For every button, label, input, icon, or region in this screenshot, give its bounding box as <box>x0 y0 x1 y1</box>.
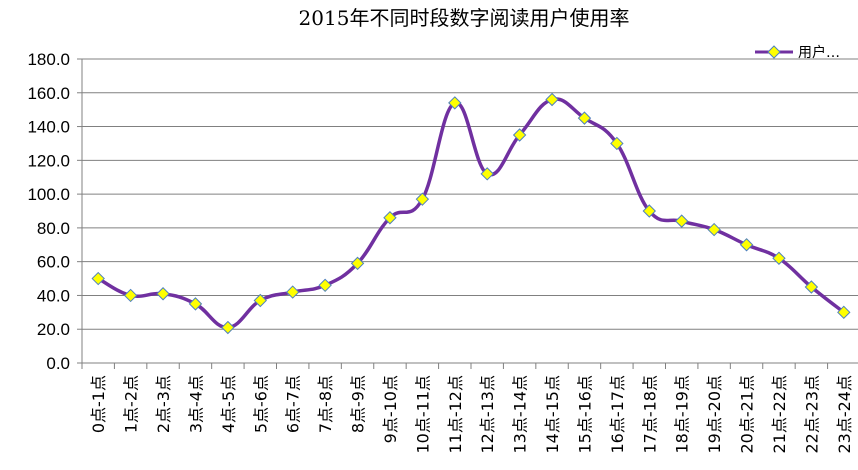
data-point-marker <box>837 305 851 320</box>
x-tick-label: 10点-11点 <box>413 375 432 454</box>
x-tick-label: 12点-13点 <box>478 375 497 454</box>
data-point-marker <box>804 280 819 294</box>
x-tick-label: 22点-23点 <box>802 375 821 454</box>
data-point-marker <box>545 92 559 107</box>
data-point-marker <box>156 287 170 301</box>
y-tick-label: 100.0 <box>27 185 70 204</box>
data-point-marker <box>577 111 592 125</box>
x-tick-label: 15点-16点 <box>575 375 594 454</box>
x-tick-label: 1点-2点 <box>122 375 141 433</box>
data-point-marker <box>772 251 786 265</box>
y-tick-label: 120.0 <box>27 151 70 170</box>
data-point-marker <box>480 167 494 181</box>
data-point-marker <box>675 214 689 228</box>
data-point-marker <box>383 211 397 225</box>
data-point-marker <box>739 238 754 252</box>
legend: 用户… <box>755 44 840 61</box>
data-point-marker <box>123 288 138 303</box>
x-tick-label: 20点-21点 <box>738 375 757 454</box>
data-point-marker <box>707 222 721 237</box>
legend-marker <box>767 45 781 59</box>
x-tick-label: 4点-5点 <box>219 375 238 433</box>
data-point-marker <box>610 136 624 151</box>
x-tick-label: 7点-8点 <box>316 375 335 433</box>
y-axis-ticks: 0.0 20.0 40.0 60.0 80.0 100.0 120.0 140.0 160.0 1… <box>27 50 70 373</box>
x-tick-label: 3点-4点 <box>186 375 205 433</box>
x-tick-label: 19点-20点 <box>705 375 724 454</box>
chart-title: 2015年不同时段数字阅读用户使用率 <box>299 6 630 30</box>
y-tick-label: 20.0 <box>37 320 70 339</box>
x-tick-label: 13点-14点 <box>511 375 530 454</box>
x-tick-label: 14点-15点 <box>543 375 562 454</box>
x-tick-label: 16点-17点 <box>608 375 627 454</box>
y-tick-label: 40.0 <box>37 286 70 305</box>
y-tick-label: 60.0 <box>37 253 70 272</box>
data-point-marker <box>253 293 267 308</box>
x-tick-label: 2点-3点 <box>154 375 173 433</box>
data-point-marker <box>318 278 332 293</box>
data-point-marker <box>188 297 203 311</box>
data-point-marker <box>415 192 430 206</box>
axes <box>77 58 858 369</box>
x-tick-label: 17点-18点 <box>640 375 659 454</box>
legend-label: 用户… <box>798 44 840 61</box>
x-tick-label: 6点-7点 <box>284 375 303 433</box>
y-tick-label: 160.0 <box>27 84 70 103</box>
data-point-marker <box>512 128 527 142</box>
x-tick-label: 5点-6点 <box>251 375 270 433</box>
data-point-marker <box>286 285 300 299</box>
x-tick-label: 8点-9点 <box>349 375 368 433</box>
gridlines <box>82 58 858 330</box>
x-tick-label: 11点-12点 <box>446 375 465 454</box>
data-point-marker <box>91 271 105 286</box>
y-tick-label: 140.0 <box>27 118 70 137</box>
x-tick-label: 18点-19点 <box>673 375 692 454</box>
series-line <box>97 97 845 330</box>
data-point-marker <box>448 96 462 110</box>
x-tick-label: 0点-1点 <box>89 375 108 433</box>
data-point-marker <box>350 256 365 271</box>
x-axis-ticks: 0点-1点 1点-2点 2点-3点 3点-4点 4点-5点 5点-6点 6点-7点 7点-8点… <box>89 375 854 454</box>
y-tick-label: 80.0 <box>37 219 70 238</box>
x-tick-label: 9点-10点 <box>381 375 400 443</box>
data-point-marker <box>642 204 656 218</box>
y-tick-label: 0.0 <box>46 354 70 373</box>
x-tick-label: 23点-24点 <box>835 375 854 454</box>
data-point-marker <box>221 320 235 335</box>
series-group <box>91 92 851 335</box>
y-tick-label: 180.0 <box>27 50 70 69</box>
x-tick-label: 21点-22点 <box>770 375 789 454</box>
